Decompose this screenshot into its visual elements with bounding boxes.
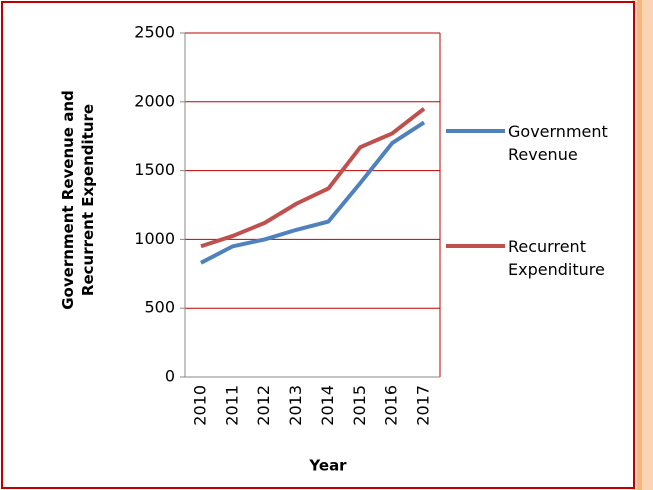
x-tick-label: 2017: [414, 385, 433, 426]
side-stripe-inner: [637, 0, 642, 490]
frame: [1, 1, 635, 489]
series-line: [200, 107, 426, 249]
y-tick-label: 2500: [134, 23, 175, 42]
y-tick-label: 0: [165, 367, 175, 386]
x-tick-label: 2015: [350, 385, 369, 426]
y-tick-label: 1500: [134, 160, 175, 179]
legend-label: Recurrent Expenditure: [508, 237, 605, 279]
y-tick-label: 2000: [134, 91, 175, 110]
x-tick-label: 2012: [254, 385, 273, 426]
legend-label: Government Revenue: [508, 122, 608, 164]
y-axis-title: Government Revenue and Recurrent Expendi…: [59, 90, 97, 310]
y-tick-label: 1000: [134, 229, 175, 248]
x-axis-title: Year: [308, 457, 347, 475]
side-stripe: [632, 0, 653, 490]
x-tick-label: 2011: [222, 385, 241, 426]
x-tick-label: 2010: [190, 385, 209, 426]
x-tick-label: 2016: [382, 385, 401, 426]
x-tick-label: 2013: [286, 385, 305, 426]
x-tick-label: 2014: [318, 385, 337, 426]
series-line: [200, 120, 426, 265]
y-tick-label: 500: [144, 298, 175, 317]
